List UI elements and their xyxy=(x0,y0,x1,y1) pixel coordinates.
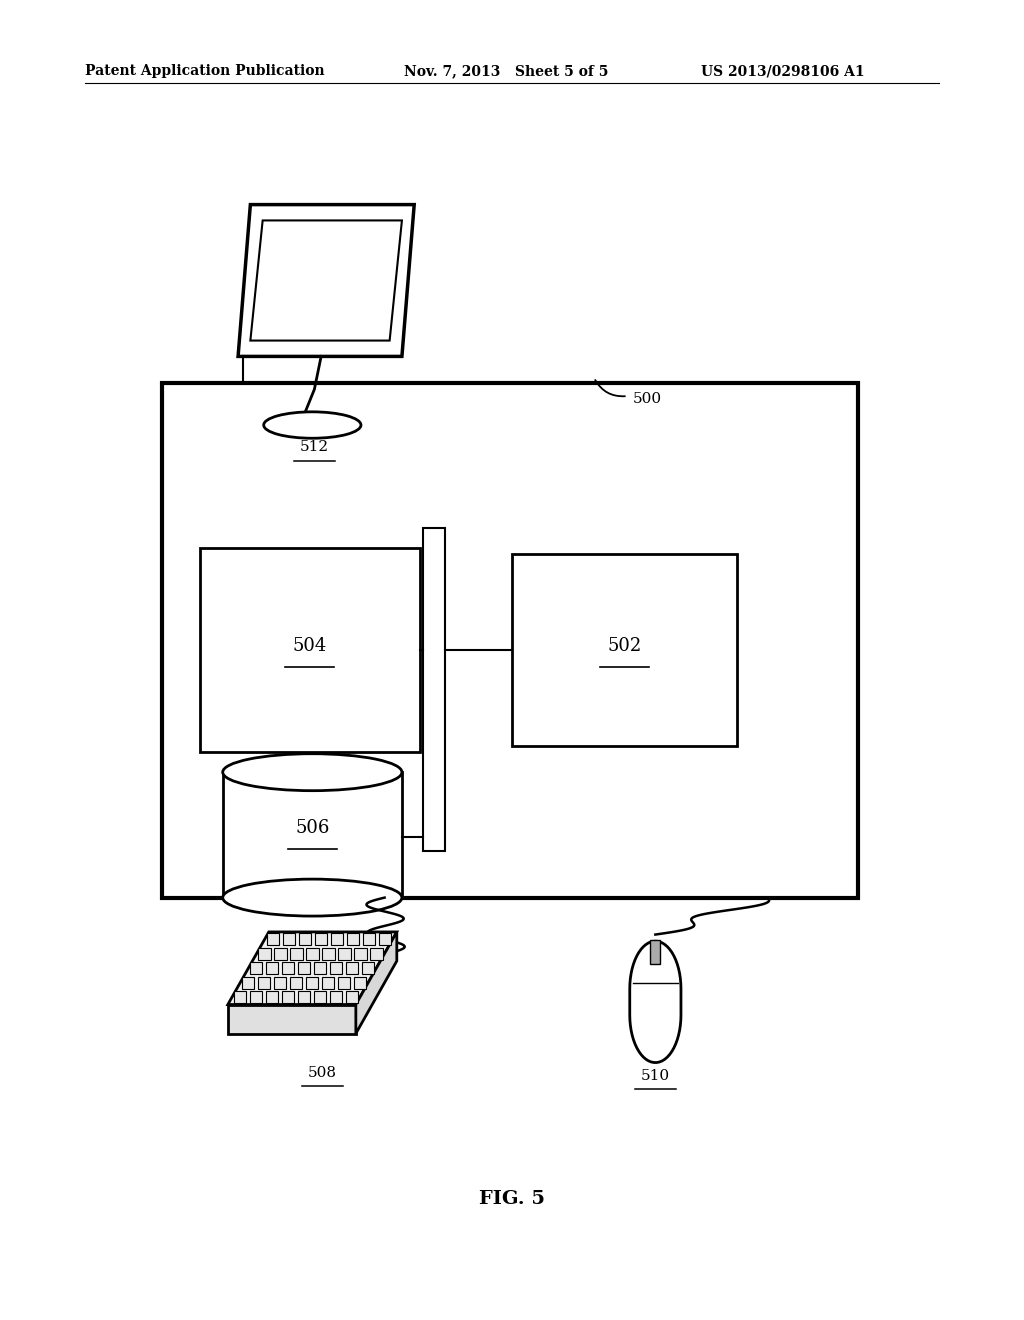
Ellipse shape xyxy=(223,879,401,916)
Bar xyxy=(314,933,327,945)
Bar xyxy=(379,933,391,945)
Bar xyxy=(298,962,310,974)
Bar xyxy=(291,948,303,960)
Bar xyxy=(313,991,326,1003)
Bar xyxy=(266,991,279,1003)
Bar xyxy=(371,948,383,960)
FancyArrowPatch shape xyxy=(595,380,625,396)
Bar xyxy=(346,991,358,1003)
Bar xyxy=(233,991,246,1003)
Text: 512: 512 xyxy=(300,441,329,454)
Ellipse shape xyxy=(264,412,360,438)
Bar xyxy=(274,977,287,989)
Text: 508: 508 xyxy=(308,1067,337,1080)
Text: 504: 504 xyxy=(293,638,327,655)
Bar xyxy=(274,948,287,960)
Bar xyxy=(306,977,318,989)
Text: Nov. 7, 2013   Sheet 5 of 5: Nov. 7, 2013 Sheet 5 of 5 xyxy=(404,65,609,78)
Bar xyxy=(330,991,342,1003)
Bar xyxy=(362,933,375,945)
Bar xyxy=(266,962,279,974)
Bar xyxy=(283,933,295,945)
Bar xyxy=(338,948,350,960)
Bar xyxy=(322,977,334,989)
Bar xyxy=(306,948,318,960)
Polygon shape xyxy=(250,220,401,341)
Polygon shape xyxy=(630,941,681,1063)
Polygon shape xyxy=(227,932,397,1005)
Bar xyxy=(282,991,294,1003)
Bar xyxy=(346,962,358,974)
Bar xyxy=(258,977,270,989)
Bar xyxy=(298,991,310,1003)
Bar xyxy=(330,962,342,974)
Bar xyxy=(331,933,343,945)
Text: US 2013/0298106 A1: US 2013/0298106 A1 xyxy=(701,65,865,78)
Bar xyxy=(346,933,358,945)
Text: 502: 502 xyxy=(607,638,642,655)
Polygon shape xyxy=(238,205,414,356)
Polygon shape xyxy=(356,932,397,1034)
Bar xyxy=(200,548,420,752)
Polygon shape xyxy=(227,1005,356,1034)
Bar xyxy=(323,948,335,960)
Bar xyxy=(314,962,327,974)
Bar xyxy=(266,933,279,945)
Bar xyxy=(512,554,737,746)
Bar xyxy=(362,962,375,974)
Bar xyxy=(162,383,858,898)
Bar xyxy=(650,940,660,964)
Text: FIG. 5: FIG. 5 xyxy=(479,1189,545,1208)
Bar xyxy=(423,528,445,851)
Text: 506: 506 xyxy=(295,820,330,837)
Text: Patent Application Publication: Patent Application Publication xyxy=(85,65,325,78)
Ellipse shape xyxy=(223,754,401,791)
Bar xyxy=(299,933,311,945)
Bar xyxy=(354,948,367,960)
Bar xyxy=(283,962,295,974)
Bar xyxy=(250,962,262,974)
Bar xyxy=(242,977,254,989)
Bar xyxy=(290,977,302,989)
Bar xyxy=(258,948,270,960)
Bar xyxy=(250,991,262,1003)
Text: 500: 500 xyxy=(633,392,662,405)
Bar xyxy=(338,977,350,989)
Bar xyxy=(223,772,401,898)
Text: 510: 510 xyxy=(641,1069,670,1082)
Bar xyxy=(354,977,367,989)
